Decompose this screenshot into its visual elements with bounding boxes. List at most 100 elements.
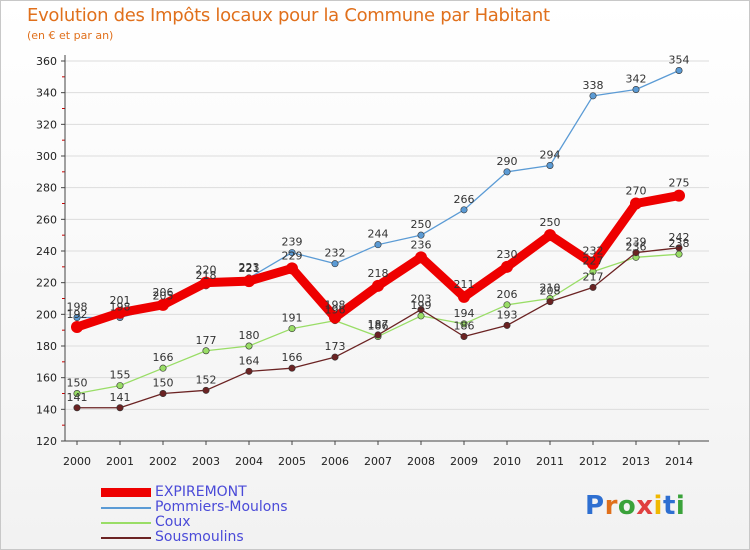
data-point — [630, 197, 642, 210]
data-label: 164 — [239, 354, 260, 367]
data-label: 166 — [282, 351, 303, 364]
data-point — [675, 67, 683, 75]
data-point — [587, 257, 599, 270]
legend-label: Coux — [155, 514, 191, 530]
data-label: 220 — [196, 264, 217, 277]
data-label: 198 — [110, 301, 131, 314]
data-label: 266 — [454, 193, 475, 206]
data-label: 193 — [497, 308, 518, 321]
data-point — [589, 283, 597, 291]
x-tick-label: 2004 — [235, 455, 263, 468]
logo-letter: r — [604, 491, 618, 521]
data-point — [73, 313, 81, 321]
x-tick-label: 2000 — [63, 455, 91, 468]
data-label: 232 — [583, 245, 604, 258]
data-label: 217 — [583, 270, 604, 283]
series-layer — [71, 67, 685, 412]
data-point — [73, 404, 81, 412]
data-label: 294 — [540, 149, 561, 162]
y-tick-label: 160 — [36, 372, 57, 385]
data-point — [417, 312, 425, 320]
y-tick-label: 280 — [36, 182, 57, 195]
data-label: 199 — [411, 299, 432, 312]
data-label: 141 — [110, 391, 131, 404]
logo-letter: x — [636, 491, 654, 521]
data-label: 152 — [196, 373, 217, 386]
data-point — [288, 364, 296, 372]
data-point — [329, 311, 341, 324]
logo-letter: t — [662, 491, 676, 521]
data-point — [546, 298, 554, 306]
data-point — [288, 325, 296, 333]
y-tick-label: 260 — [36, 213, 57, 226]
data-point — [71, 321, 83, 333]
data-label: 232 — [325, 247, 346, 260]
x-tick-label: 2013 — [622, 455, 650, 468]
data-point — [503, 301, 511, 309]
legend-swatch — [101, 507, 151, 509]
data-label: 203 — [411, 293, 432, 306]
data-label: 230 — [497, 248, 518, 261]
data-point — [372, 279, 384, 292]
data-label: 290 — [497, 155, 518, 168]
data-point — [331, 353, 339, 361]
data-point — [417, 306, 425, 314]
data-label: 180 — [239, 329, 260, 342]
logo-letter: i — [675, 491, 686, 521]
data-point — [675, 250, 683, 258]
data-label: 210 — [540, 282, 561, 295]
data-label: 250 — [540, 216, 561, 229]
logo-letter: i — [653, 491, 663, 521]
data-label: 242 — [669, 231, 690, 244]
data-label: 275 — [669, 177, 690, 190]
x-tick-label: 2005 — [278, 455, 306, 468]
data-label: 342 — [626, 73, 647, 86]
data-point — [632, 249, 640, 257]
data-label: 141 — [67, 391, 88, 404]
data-label: 198 — [67, 301, 88, 314]
data-label: 218 — [196, 269, 217, 282]
data-label: 223 — [239, 261, 260, 274]
data-point — [460, 320, 468, 328]
x-tick-label: 2007 — [364, 455, 392, 468]
data-point — [200, 276, 212, 289]
data-point — [114, 306, 126, 319]
y-tick-label: 300 — [36, 150, 57, 163]
data-label: 250 — [411, 218, 432, 231]
legend-swatch — [101, 522, 151, 524]
y-tick-label: 220 — [36, 277, 57, 290]
logo-letter: o — [617, 491, 637, 521]
data-point — [417, 231, 425, 239]
data-point — [374, 331, 382, 339]
data-point — [157, 298, 169, 311]
data-label: 192 — [67, 308, 88, 321]
data-point — [73, 389, 81, 397]
data-label: 196 — [325, 304, 346, 317]
data-label: 150 — [67, 377, 88, 390]
data-label: 238 — [669, 237, 690, 250]
data-point — [589, 92, 597, 100]
x-tick-label: 2006 — [321, 455, 349, 468]
data-label: 218 — [368, 267, 389, 280]
data-point — [116, 382, 124, 390]
data-label: 177 — [196, 334, 217, 347]
data-label: 194 — [454, 307, 475, 320]
data-point — [116, 404, 124, 412]
data-point — [331, 260, 339, 268]
data-point — [202, 347, 210, 355]
x-tick-label: 2009 — [450, 455, 478, 468]
data-point — [546, 162, 554, 170]
data-point — [286, 262, 298, 275]
data-label: 186 — [368, 320, 389, 333]
data-label: 270 — [626, 185, 647, 198]
data-point — [675, 244, 683, 252]
x-tick-label: 2011 — [536, 455, 564, 468]
data-label: 173 — [325, 340, 346, 353]
data-label: 208 — [540, 285, 561, 298]
data-point — [460, 332, 468, 340]
x-tick-label: 2010 — [493, 455, 521, 468]
legend-label: Pommiers-Moulons — [155, 499, 288, 515]
